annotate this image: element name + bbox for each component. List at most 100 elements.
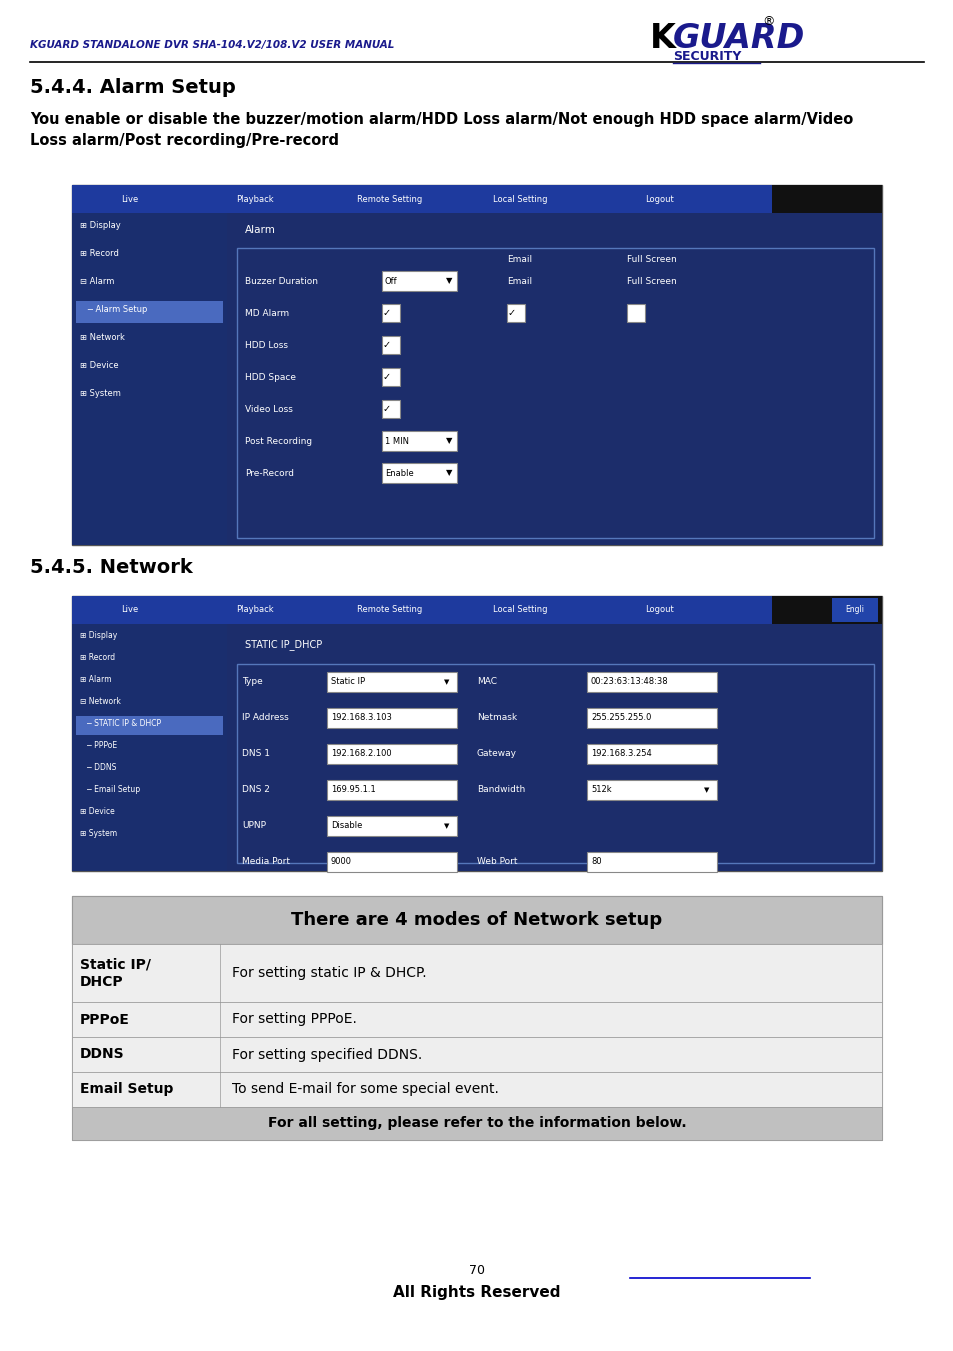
Text: Playback: Playback — [236, 195, 274, 204]
Text: 5.4.5. Network: 5.4.5. Network — [30, 558, 193, 577]
Text: ▼: ▼ — [703, 788, 709, 793]
Bar — [71, 596, 882, 871]
Text: HDD Loss: HDD Loss — [245, 340, 288, 350]
Text: Netmask: Netmask — [476, 713, 517, 723]
Text: 80: 80 — [590, 858, 601, 866]
Text: ✓: ✓ — [382, 372, 391, 382]
Text: DNS 2: DNS 2 — [242, 785, 270, 794]
Text: Email Setup: Email Setup — [80, 1082, 173, 1097]
Text: Buzzer Duration: Buzzer Duration — [245, 277, 317, 285]
Text: To send E-mail for some special event.: To send E-mail for some special event. — [232, 1082, 498, 1097]
Text: ✓: ✓ — [382, 308, 391, 317]
Text: ✓: ✓ — [382, 404, 391, 413]
Text: Type: Type — [242, 677, 262, 686]
Text: ⊞ Record: ⊞ Record — [80, 654, 115, 662]
Bar — [71, 624, 227, 871]
Text: ✓: ✓ — [507, 308, 516, 317]
Text: Email: Email — [506, 277, 532, 285]
Text: Live: Live — [121, 195, 138, 204]
Bar — [71, 896, 882, 1140]
Text: HDD Space: HDD Space — [245, 373, 295, 381]
Text: Off: Off — [385, 277, 397, 285]
Bar — [71, 213, 227, 544]
Text: ⊞ System: ⊞ System — [80, 389, 121, 397]
Text: Engli: Engli — [844, 605, 863, 615]
Bar — [381, 336, 399, 354]
Text: IP Address: IP Address — [242, 713, 289, 723]
Text: ⊞ Network: ⊞ Network — [80, 332, 125, 342]
Bar — [71, 185, 882, 544]
Text: There are 4 modes of Network setup: There are 4 modes of Network setup — [291, 911, 662, 929]
Text: Alarm: Alarm — [245, 226, 275, 235]
Text: Static IP/
DHCP: Static IP/ DHCP — [80, 958, 151, 989]
Text: Web Port: Web Port — [476, 858, 517, 866]
Text: ─ Alarm Setup: ─ Alarm Setup — [80, 304, 147, 313]
Text: ─ STATIC IP & DHCP: ─ STATIC IP & DHCP — [80, 720, 161, 728]
Text: ▼: ▼ — [445, 436, 452, 446]
Text: ⊞ Record: ⊞ Record — [80, 249, 119, 258]
Text: ⊞ Display: ⊞ Display — [80, 631, 117, 640]
Text: MD Alarm: MD Alarm — [245, 308, 289, 317]
Bar — [76, 716, 223, 735]
Text: Live: Live — [121, 605, 138, 615]
Text: ▼: ▼ — [444, 823, 449, 830]
Bar — [71, 596, 882, 624]
Text: 192.168.2.100: 192.168.2.100 — [331, 750, 392, 758]
Text: For setting PPPoE.: For setting PPPoE. — [232, 1012, 356, 1027]
Text: 1 MIN: 1 MIN — [385, 436, 409, 446]
Text: Bandwidth: Bandwidth — [476, 785, 525, 794]
Text: ⊞ Display: ⊞ Display — [80, 220, 121, 230]
Text: ─ PPPoE: ─ PPPoE — [80, 742, 117, 751]
Text: ▼: ▼ — [444, 680, 449, 685]
Bar — [327, 816, 456, 836]
Text: Logout: Logout — [645, 195, 674, 204]
Text: KGUARD STANDALONE DVR SHA-104.V2/108.V2 USER MANUAL: KGUARD STANDALONE DVR SHA-104.V2/108.V2 … — [30, 41, 394, 50]
Bar — [327, 708, 456, 728]
Text: Logout: Logout — [645, 605, 674, 615]
Bar — [76, 301, 223, 323]
Text: Email: Email — [506, 255, 532, 263]
Text: ⊟ Network: ⊟ Network — [80, 697, 121, 707]
Text: ⊞ Device: ⊞ Device — [80, 808, 114, 816]
Bar — [771, 596, 882, 624]
Bar — [236, 663, 873, 863]
Text: All Rights Reserved: All Rights Reserved — [393, 1285, 560, 1300]
Text: ✓: ✓ — [382, 340, 391, 350]
Bar — [71, 1038, 882, 1071]
Text: Post Recording: Post Recording — [245, 436, 312, 446]
Bar — [327, 852, 456, 871]
Text: Local Setting: Local Setting — [493, 195, 547, 204]
Text: 512k: 512k — [590, 785, 611, 794]
Bar — [71, 1002, 882, 1038]
Bar — [506, 304, 524, 322]
Text: SECURITY: SECURITY — [672, 50, 740, 63]
Text: Enable: Enable — [385, 469, 414, 477]
Text: Pre-Record: Pre-Record — [245, 469, 294, 477]
Text: Static IP: Static IP — [331, 677, 365, 686]
Text: 00:23:63:13:48:38: 00:23:63:13:48:38 — [590, 677, 668, 686]
Text: Playback: Playback — [236, 605, 274, 615]
Text: ⊞ Alarm: ⊞ Alarm — [80, 676, 112, 685]
Bar — [327, 671, 456, 692]
Text: K: K — [649, 22, 675, 55]
Text: Remote Setting: Remote Setting — [357, 605, 422, 615]
Bar — [236, 249, 873, 538]
Text: 255.255.255.0: 255.255.255.0 — [590, 713, 651, 723]
Text: ⊟ Alarm: ⊟ Alarm — [80, 277, 114, 285]
Text: 192.168.3.103: 192.168.3.103 — [331, 713, 392, 723]
Text: PPPoE: PPPoE — [80, 1012, 130, 1027]
Bar — [381, 431, 456, 451]
Text: 169.95.1.1: 169.95.1.1 — [331, 785, 375, 794]
Text: GUARD: GUARD — [672, 22, 804, 55]
Text: Media Port: Media Port — [242, 858, 290, 866]
Bar — [71, 944, 882, 1002]
Bar — [227, 213, 882, 544]
Text: 70: 70 — [469, 1263, 484, 1277]
Text: ⊞ Device: ⊞ Device — [80, 361, 118, 370]
Bar — [227, 624, 882, 871]
Text: UPNP: UPNP — [242, 821, 266, 831]
Bar — [586, 780, 717, 800]
Bar — [327, 744, 456, 765]
Bar — [771, 185, 882, 213]
Bar — [626, 304, 644, 322]
